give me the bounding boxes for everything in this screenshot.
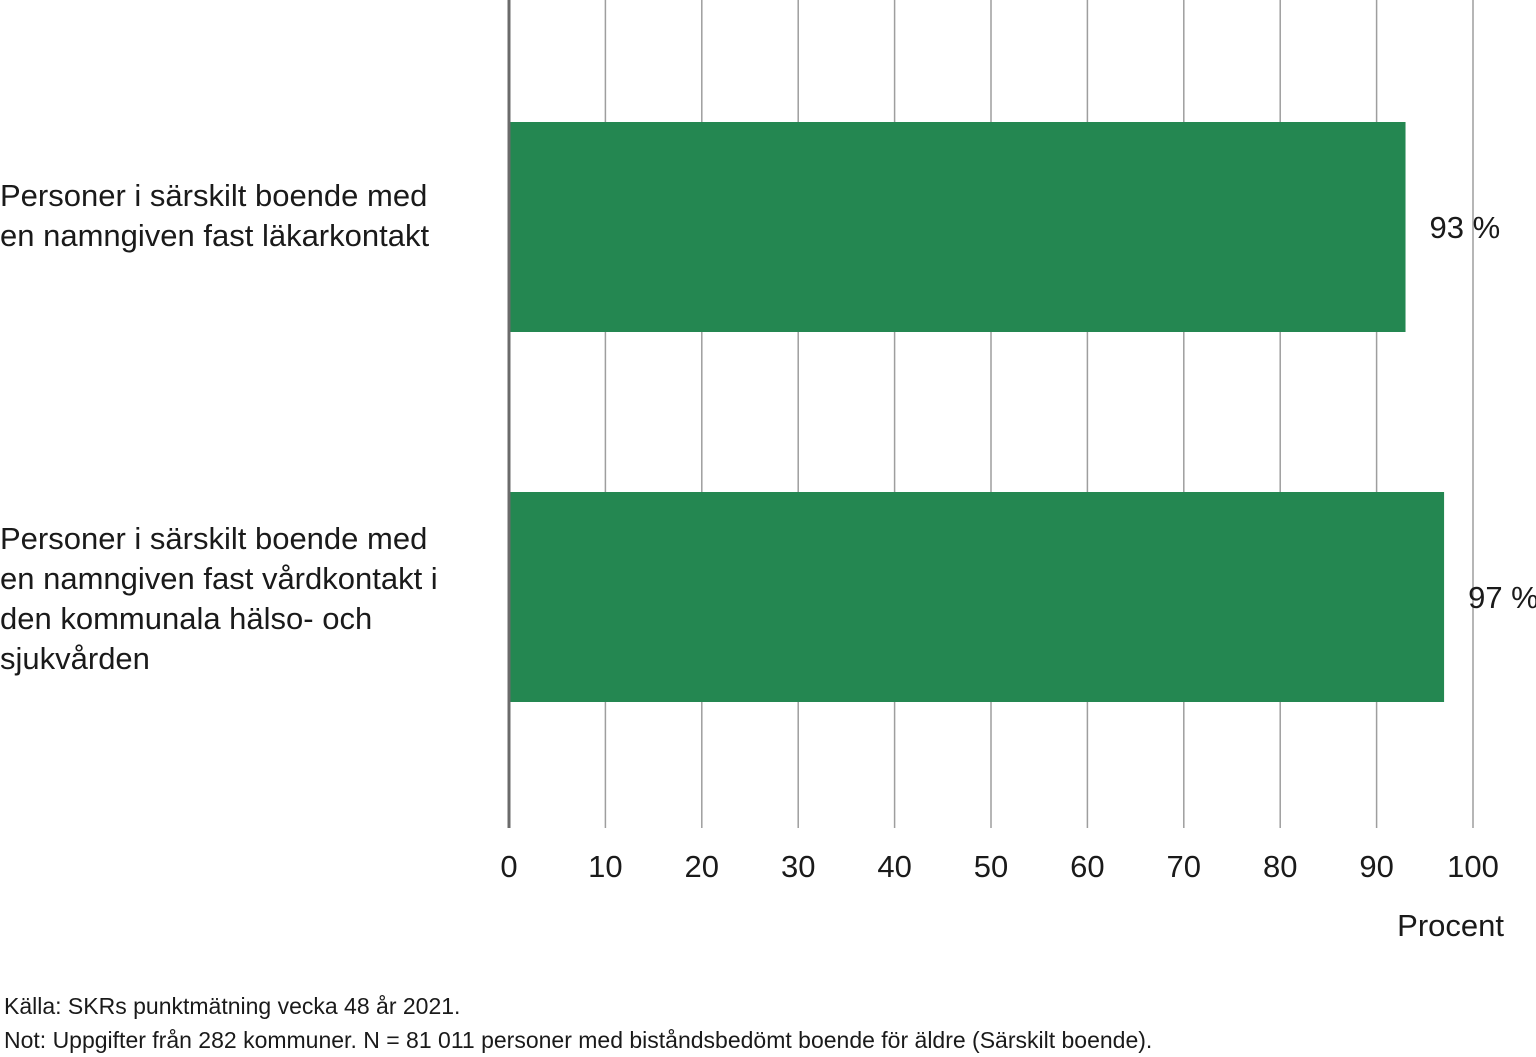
bar-1 xyxy=(509,122,1406,332)
x-tick-label-40: 40 xyxy=(877,849,911,884)
x-tick-label-60: 60 xyxy=(1070,849,1104,884)
category-label-1: Personer i särskilt boende med en namngi… xyxy=(0,178,430,253)
footnote: Not: Uppgifter från 282 kommuner. N = 81… xyxy=(4,1027,1153,1053)
value-label-2: 97 % xyxy=(1468,580,1536,615)
value-labels: 93 % 97 % xyxy=(1430,210,1536,615)
value-label-1: 93 % xyxy=(1430,210,1501,245)
x-tick-labels: 0 10 20 30 40 50 60 70 80 90 100 xyxy=(500,849,1498,884)
x-tick-label-80: 80 xyxy=(1263,849,1297,884)
x-tick-label-100: 100 xyxy=(1447,849,1499,884)
bar-2 xyxy=(509,492,1445,702)
x-tick-label-50: 50 xyxy=(974,849,1008,884)
x-tick-label-70: 70 xyxy=(1167,849,1201,884)
x-tick-label-0: 0 xyxy=(500,849,517,884)
x-axis-title: Procent xyxy=(1397,908,1504,943)
source-note: Källa: SKRs punktmätning vecka 48 år 202… xyxy=(4,993,461,1019)
x-tick-label-90: 90 xyxy=(1359,849,1393,884)
x-tick-label-20: 20 xyxy=(685,849,719,884)
category-label-2: Personer i särskilt boende med en namngi… xyxy=(0,521,438,676)
x-tick-label-10: 10 xyxy=(588,849,622,884)
bars xyxy=(509,122,1445,702)
x-tick-label-30: 30 xyxy=(781,849,815,884)
